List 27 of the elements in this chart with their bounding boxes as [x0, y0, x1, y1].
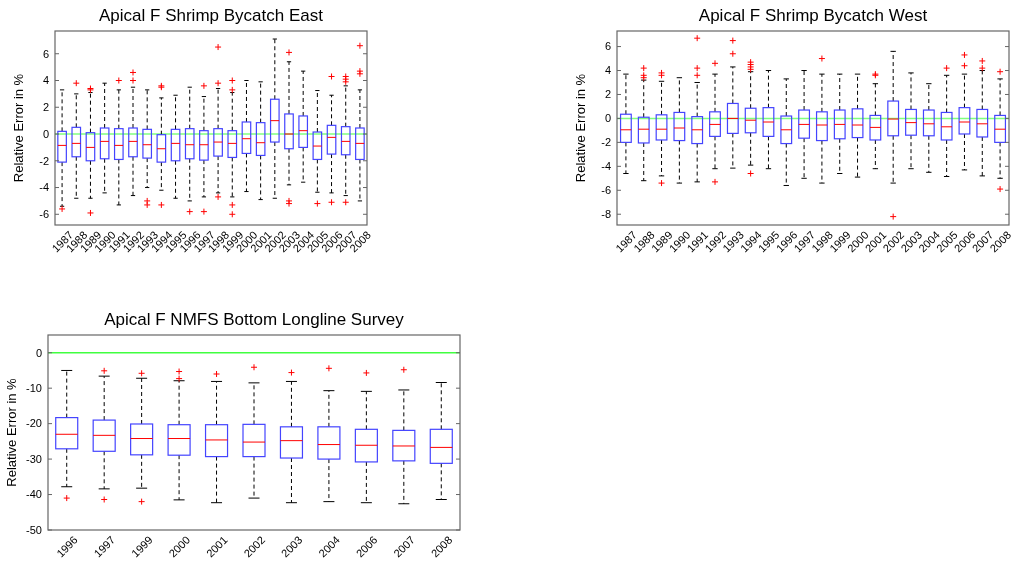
- y-tick-label: -40: [26, 488, 42, 501]
- y-tick-label: -50: [26, 523, 42, 536]
- y-axis-title: Relative Error in %: [573, 73, 588, 183]
- y-tick-label: -4: [601, 160, 611, 173]
- y-tick-label: -20: [26, 417, 42, 430]
- y-tick-label: -8: [601, 208, 611, 221]
- y-tick-label: 4: [42, 74, 49, 87]
- y-tick-label: 2: [42, 101, 49, 114]
- y-tick-label: 6: [604, 40, 611, 53]
- y-tick-label: 0: [42, 127, 49, 140]
- y-tick-label: 0: [604, 112, 611, 125]
- y-tick-label: -10: [26, 382, 42, 395]
- y-tick-label: -2: [601, 136, 611, 149]
- chart-title: Apical F NMFS Bottom Longline Survey: [104, 310, 405, 329]
- chart-title: Apical F Shrimp Bycatch West: [698, 6, 928, 25]
- y-tick-label: 0: [35, 346, 42, 359]
- y-tick-label: -30: [26, 452, 42, 465]
- y-tick-label: 4: [604, 64, 611, 77]
- chart-title: Apical F Shrimp Bycatch East: [99, 6, 324, 25]
- y-tick-label: -6: [601, 184, 611, 197]
- y-tick-label: -4: [39, 181, 49, 194]
- y-tick-label: -6: [39, 208, 49, 221]
- y-axis-title: Relative Error in %: [4, 377, 19, 487]
- y-axis-title: Relative Error in %: [11, 73, 26, 183]
- y-tick-label: 2: [604, 88, 611, 101]
- y-tick-label: 6: [42, 47, 49, 60]
- y-tick-label: -2: [39, 154, 49, 167]
